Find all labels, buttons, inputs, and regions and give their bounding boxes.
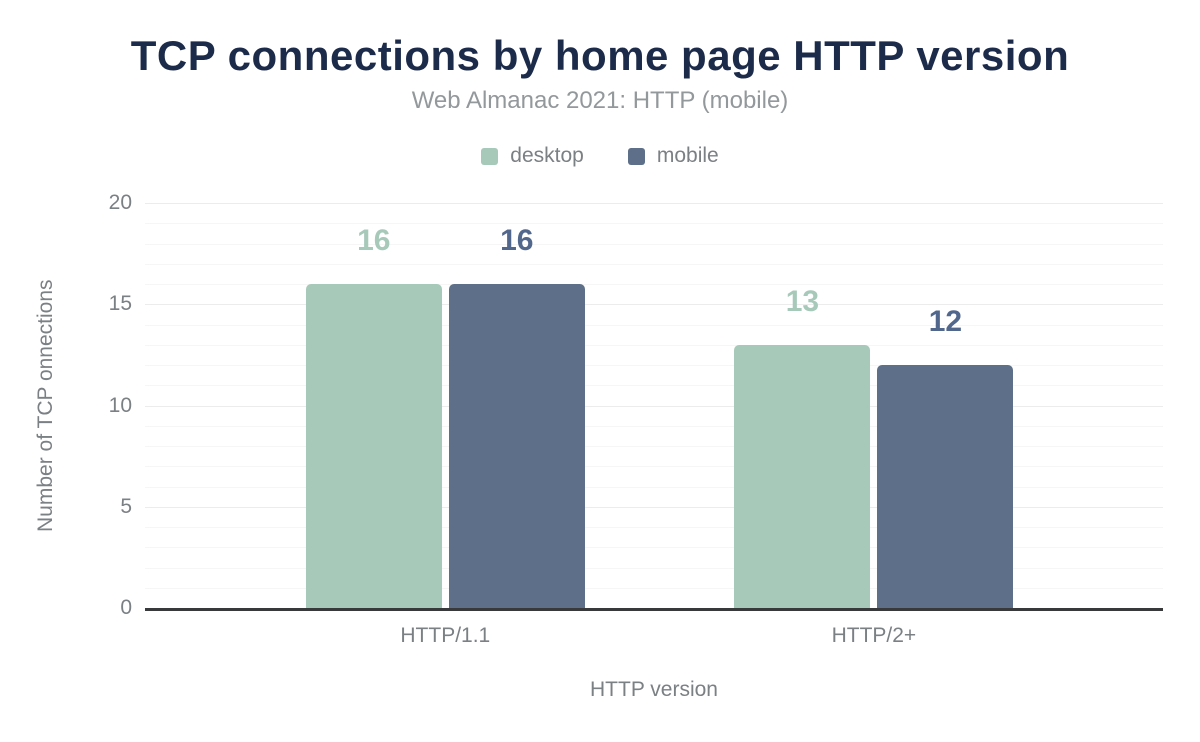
legend-label: mobile <box>656 144 719 167</box>
gridline-minor <box>145 324 1163 326</box>
bar-value-label: 13 <box>785 284 820 318</box>
x-tick-label: HTTP/1.1 <box>400 624 491 647</box>
chart-title: TCP connections by home page HTTP versio… <box>130 32 1070 79</box>
x-axis-baseline <box>145 608 1163 611</box>
gridline-major <box>145 304 1163 306</box>
gridline-minor <box>145 486 1163 488</box>
bar-mobile-http-2- <box>877 365 1014 608</box>
chart-legend: desktop mobile <box>0 144 1200 168</box>
gridline-minor <box>145 385 1163 387</box>
legend-item-desktop: desktop <box>481 144 584 168</box>
bar-desktop-http-2- <box>734 344 871 608</box>
bar-mobile-http-1-1 <box>448 284 585 608</box>
gridline-minor <box>145 527 1163 528</box>
gridline-minor <box>145 344 1163 346</box>
gridline-minor <box>145 284 1163 285</box>
y-tick-label: 0 <box>120 596 132 619</box>
gridline-minor <box>145 446 1163 447</box>
y-tick-label: 20 <box>108 191 132 214</box>
chart-subtitle: Web Almanac 2021: HTTP (mobile) <box>411 87 789 114</box>
gridline-minor <box>145 466 1163 468</box>
gridline-minor <box>145 243 1163 245</box>
bar-value-label: 16 <box>500 224 534 257</box>
gridline-minor <box>145 567 1163 569</box>
bar-value-label: 16 <box>357 224 391 257</box>
gridline-major <box>145 506 1163 508</box>
y-tick-label: 10 <box>108 393 132 417</box>
legend-label: desktop <box>510 144 584 167</box>
x-axis-title: HTTP version <box>590 678 718 701</box>
gridline-minor <box>145 263 1163 265</box>
gridline-minor <box>145 365 1163 366</box>
y-axis-title: Number of TCP onnections <box>34 279 57 532</box>
gridline-minor <box>145 587 1163 589</box>
gridline-minor <box>145 425 1163 427</box>
gridline-major <box>145 203 1163 204</box>
y-tick-label: 15 <box>108 292 132 316</box>
gridline-major <box>145 405 1163 407</box>
gridline-minor <box>145 223 1163 225</box>
gridline-minor <box>145 547 1163 549</box>
bar-desktop-http-1-1 <box>305 284 442 608</box>
plot-area: 0 5 10 15 20 16 16 HTTP/1.1 13 12 HTTP/2+ <box>109 192 1163 647</box>
legend-swatch-icon <box>481 147 499 165</box>
y-tick-label: 5 <box>120 494 132 518</box>
bar-value-label: 12 <box>928 305 963 338</box>
legend-item-mobile: mobile <box>627 144 719 168</box>
legend-swatch-icon <box>627 147 645 165</box>
x-tick-label: HTTP/2+ <box>831 624 917 647</box>
